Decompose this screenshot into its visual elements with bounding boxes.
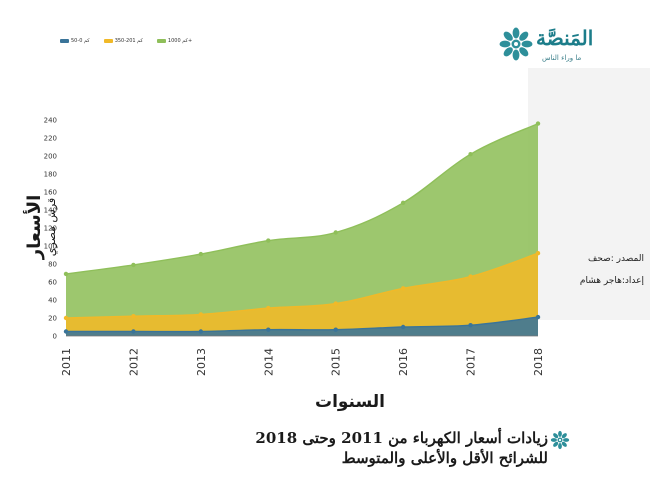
data-point xyxy=(468,323,473,328)
data-point xyxy=(63,329,69,334)
data-point xyxy=(400,324,406,330)
y-tick-label: 180 xyxy=(44,171,57,179)
y-tick-label: 120 xyxy=(44,225,57,233)
chart-title-line-1: زيادات أسعار الكهرباء من 2011 وحتى 2018 xyxy=(255,429,548,447)
data-point xyxy=(333,327,338,332)
data-point xyxy=(198,251,204,257)
y-axis-unit: قرش مصري xyxy=(45,197,58,257)
x-axis-title: السنوات xyxy=(314,392,386,412)
data-point xyxy=(266,305,271,311)
data-point xyxy=(63,271,69,277)
x-tick-label: 2013 xyxy=(195,348,208,376)
data-point xyxy=(63,315,69,321)
data-point xyxy=(198,329,204,334)
data-point xyxy=(131,329,136,334)
chart-legend: كم 0-50 كم 201-350 كم 1000+ xyxy=(60,38,192,44)
legend-item-series-1: كم 0-50 xyxy=(60,38,90,44)
source-note: المصدر :صحف xyxy=(588,254,644,264)
flower-icon xyxy=(499,27,533,61)
y-tick-label: 60 xyxy=(48,279,57,287)
x-tick-label: 2014 xyxy=(262,348,275,376)
legend-label: كم 201-350 xyxy=(114,38,143,44)
x-tick-label: 2011 xyxy=(60,348,73,376)
data-point xyxy=(131,262,136,268)
data-point xyxy=(198,312,204,317)
y-tick-label: 20 xyxy=(48,315,57,323)
y-tick-label: 40 xyxy=(48,297,57,305)
data-point xyxy=(535,121,541,126)
x-tick-label: 2017 xyxy=(465,348,478,376)
data-point xyxy=(400,286,406,291)
data-point xyxy=(266,327,271,332)
legend-swatch xyxy=(60,39,69,43)
x-tick-label: 2016 xyxy=(397,348,410,376)
legend-swatch xyxy=(156,39,166,43)
x-tick-label: 2018 xyxy=(532,348,545,376)
legend-swatch xyxy=(103,39,113,43)
y-axis-title: الأسعار قرش مصري xyxy=(24,167,59,287)
data-point xyxy=(535,314,541,320)
y-tick-label: 200 xyxy=(44,153,57,161)
line-series-1 xyxy=(66,316,539,333)
brand-name: المَنصَّة xyxy=(536,26,594,50)
data-point xyxy=(468,274,473,279)
area-series-3 xyxy=(66,123,538,336)
author-note: إعداد:هاجر هشام xyxy=(579,276,644,286)
y-tick-label: 0 xyxy=(53,333,57,341)
y-tick-label: 160 xyxy=(44,189,57,197)
data-point xyxy=(333,301,338,306)
legend-label: كم 0-50 xyxy=(71,38,90,44)
brand-logo: المَنصَّة ما وراء الناس xyxy=(498,24,610,68)
data-point xyxy=(400,200,406,205)
y-tick-label: 140 xyxy=(44,207,57,215)
y-axis-title-main: الأسعار xyxy=(24,194,45,260)
legend-item-series-2: كم 201-350 xyxy=(103,38,143,44)
x-tick-label: 2012 xyxy=(127,348,140,376)
chart-title: زيادات أسعار الكهرباء من 2011 وحتى 2018 … xyxy=(130,428,570,468)
y-tick-label: 80 xyxy=(48,261,57,269)
legend-item-series-3: كم 1000+ xyxy=(156,38,193,44)
y-axis: 0 20 40 60 80 100 120 140 160 180 200 220 240 xyxy=(44,117,57,341)
x-axis: 2011 2012 2013 2014 2015 2016 2017 2018 xyxy=(60,335,545,376)
chart-title-line-2: للشرائح الأقل والأعلى والمتوسط xyxy=(341,449,548,467)
legend-label: كم 1000+ xyxy=(167,38,193,44)
area-series-1 xyxy=(66,317,538,336)
y-tick-label: 100 xyxy=(44,243,57,251)
data-point xyxy=(535,251,541,256)
brand-tagline: ما وراء الناس xyxy=(542,54,582,62)
line-series-3 xyxy=(65,122,539,275)
data-point xyxy=(266,238,271,243)
chart-areas xyxy=(63,121,541,336)
data-point xyxy=(468,152,473,157)
x-tick-label: 2015 xyxy=(330,348,343,376)
side-panel-background xyxy=(528,68,650,320)
y-tick-label: 220 xyxy=(44,135,57,143)
y-tick-label: 240 xyxy=(44,117,57,125)
data-point xyxy=(131,314,136,319)
line-series-2 xyxy=(65,252,539,319)
flower-icon xyxy=(550,430,570,450)
data-point xyxy=(333,230,338,235)
